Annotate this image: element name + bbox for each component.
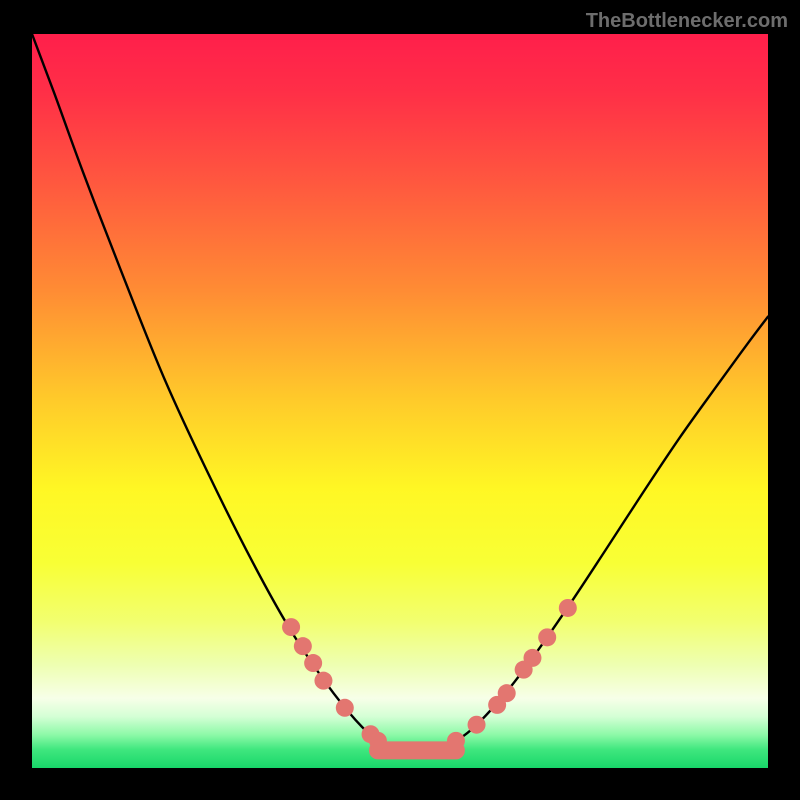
data-marker	[336, 699, 354, 717]
data-marker	[314, 672, 332, 690]
data-marker	[304, 654, 322, 672]
plot-area	[32, 34, 768, 768]
chart-container: TheBottlenecker.com	[0, 0, 800, 800]
data-marker	[498, 684, 516, 702]
watermark-text: TheBottlenecker.com	[586, 10, 788, 33]
curve-layer	[32, 34, 768, 768]
data-marker	[559, 599, 577, 617]
data-marker	[523, 649, 541, 667]
data-marker	[282, 618, 300, 636]
data-marker	[447, 732, 465, 750]
data-marker	[468, 716, 486, 734]
data-marker	[369, 732, 387, 750]
bottleneck-curve	[32, 34, 768, 750]
data-marker	[294, 637, 312, 655]
data-marker	[538, 628, 556, 646]
